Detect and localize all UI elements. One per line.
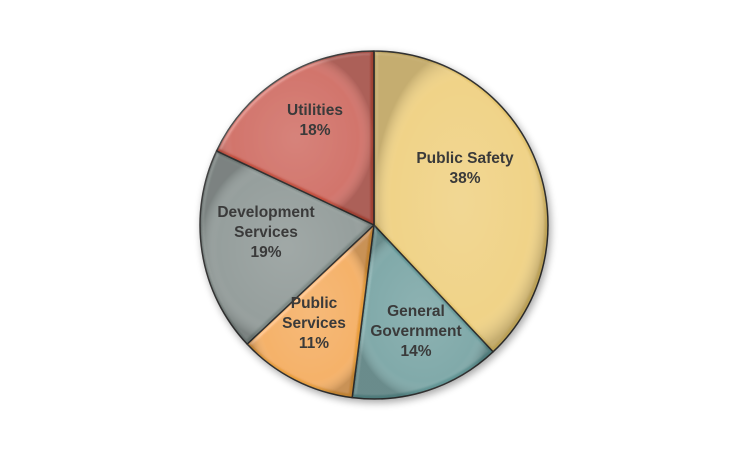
pie-labels: Public Safety 38% General Government 14% Publ… [217,102,514,360]
slice-label-development-services: Development Services 19% [217,204,314,261]
slice-label-utilities: Utilities 18% [287,102,343,139]
slice-label-public-services: Public Services 11% [282,295,346,352]
slice-label-public-safety: Public Safety 38% [416,150,514,187]
slice-label-general-government: General Government 14% [370,303,461,360]
